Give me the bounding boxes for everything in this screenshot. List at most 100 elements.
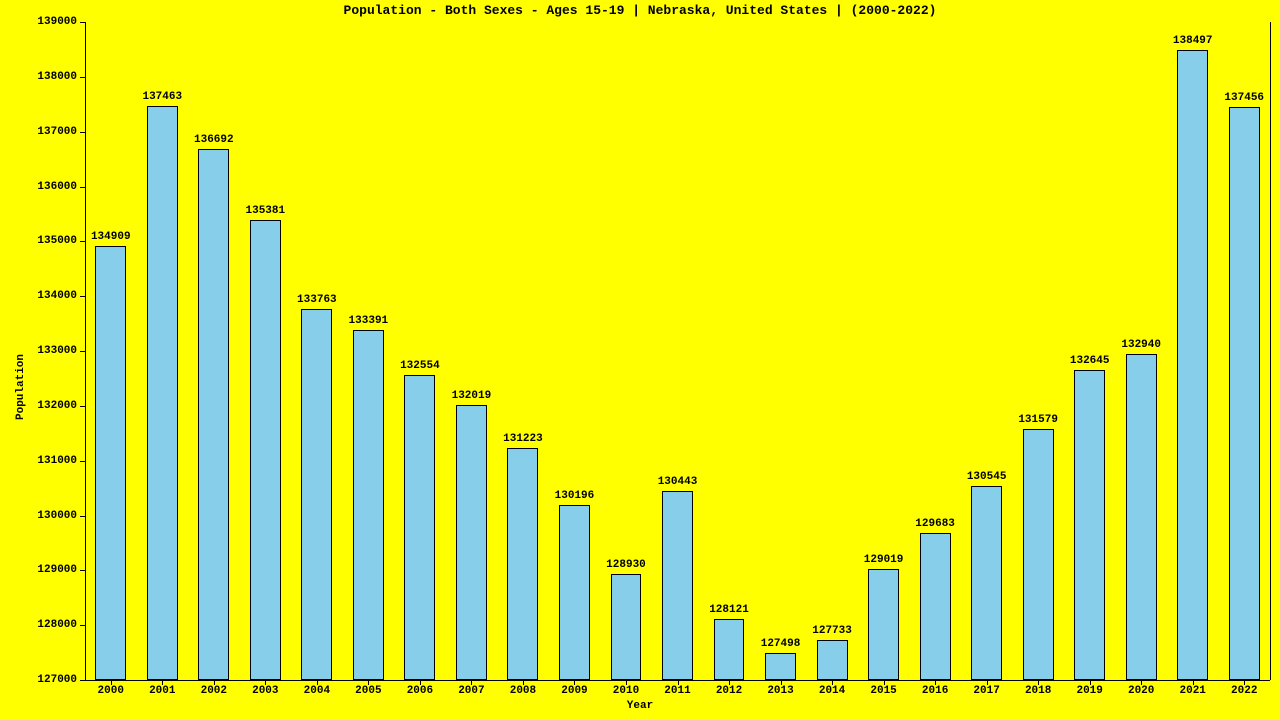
y-tick-label: 128000 [0, 619, 77, 631]
bar [714, 619, 745, 680]
bar-value-label: 132554 [400, 360, 440, 372]
bar-value-label: 131223 [503, 433, 543, 445]
bar-value-label: 133391 [349, 315, 389, 327]
bar [95, 246, 126, 680]
bar-value-label: 132019 [452, 390, 492, 402]
bar-value-label: 133763 [297, 294, 337, 306]
bar-value-label: 132940 [1121, 339, 1161, 351]
bar-value-label: 138497 [1173, 35, 1213, 47]
x-tick-label: 2021 [1180, 685, 1206, 697]
bar-value-label: 135381 [246, 205, 286, 217]
bar-value-label: 128930 [606, 559, 646, 571]
y-tick-label: 129000 [0, 564, 77, 576]
y-tick-mark [80, 77, 85, 78]
bar [198, 149, 229, 680]
bar [456, 405, 487, 680]
x-tick-label: 2007 [458, 685, 484, 697]
x-tick-label: 2008 [510, 685, 536, 697]
bar-value-label: 131579 [1018, 414, 1058, 426]
y-tick-label: 134000 [0, 290, 77, 302]
x-axis-title: Year [0, 700, 1280, 712]
bar-value-label: 130443 [658, 476, 698, 488]
bar [1177, 50, 1208, 680]
bar-value-label: 137463 [142, 91, 182, 103]
y-tick-mark [80, 570, 85, 571]
bar-value-label: 130196 [555, 490, 595, 502]
bar-value-label: 132645 [1070, 355, 1110, 367]
bar [611, 574, 642, 680]
y-tick-label: 132000 [0, 400, 77, 412]
x-tick-label: 2015 [870, 685, 896, 697]
bar [1023, 429, 1054, 680]
x-tick-label: 2004 [304, 685, 330, 697]
x-tick-label: 2014 [819, 685, 845, 697]
y-tick-mark [80, 461, 85, 462]
bar [301, 309, 332, 680]
bar-value-label: 134909 [91, 231, 131, 243]
bar-value-label: 127733 [812, 625, 852, 637]
x-tick-label: 2005 [355, 685, 381, 697]
bar [920, 533, 951, 680]
bar [1074, 370, 1105, 680]
bar-value-label: 129683 [915, 518, 955, 530]
chart-title: Population - Both Sexes - Ages 15-19 | N… [0, 3, 1280, 18]
bar [1126, 354, 1157, 680]
bar-value-label: 128121 [709, 604, 749, 616]
y-tick-mark [80, 406, 85, 407]
bar-value-label: 136692 [194, 134, 234, 146]
x-tick-label: 2022 [1231, 685, 1257, 697]
y-axis-line-right [1270, 22, 1271, 680]
y-tick-mark [80, 351, 85, 352]
x-tick-label: 2006 [407, 685, 433, 697]
bar [147, 106, 178, 680]
bar [559, 505, 590, 680]
bar [662, 491, 693, 680]
bar [250, 220, 281, 680]
y-tick-label: 127000 [0, 674, 77, 686]
x-tick-label: 2002 [201, 685, 227, 697]
bar [1229, 107, 1260, 680]
y-tick-label: 137000 [0, 126, 77, 138]
x-tick-label: 2020 [1128, 685, 1154, 697]
population-bar-chart: Population - Both Sexes - Ages 15-19 | N… [0, 0, 1280, 720]
x-tick-label: 2011 [664, 685, 690, 697]
x-tick-label: 2013 [767, 685, 793, 697]
x-tick-label: 2012 [716, 685, 742, 697]
x-tick-label: 2009 [561, 685, 587, 697]
y-tick-label: 138000 [0, 71, 77, 83]
y-tick-label: 130000 [0, 510, 77, 522]
y-tick-mark [80, 241, 85, 242]
bar-value-label: 130545 [967, 471, 1007, 483]
bar-value-label: 137456 [1224, 92, 1264, 104]
y-tick-label: 135000 [0, 235, 77, 247]
x-tick-label: 2018 [1025, 685, 1051, 697]
y-tick-mark [80, 296, 85, 297]
y-tick-mark [80, 680, 85, 681]
y-tick-mark [80, 516, 85, 517]
bar [765, 653, 796, 680]
bar [404, 375, 435, 680]
bar [868, 569, 899, 680]
x-tick-label: 2000 [98, 685, 124, 697]
bar-value-label: 127498 [761, 638, 801, 650]
bar [817, 640, 848, 680]
y-tick-label: 136000 [0, 181, 77, 193]
x-tick-label: 2010 [613, 685, 639, 697]
bar-value-label: 129019 [864, 554, 904, 566]
x-tick-label: 2016 [922, 685, 948, 697]
x-tick-label: 2019 [1076, 685, 1102, 697]
bar [353, 330, 384, 680]
bar [971, 486, 1002, 680]
y-tick-label: 133000 [0, 345, 77, 357]
x-tick-label: 2001 [149, 685, 175, 697]
y-tick-mark [80, 22, 85, 23]
y-tick-mark [80, 132, 85, 133]
bar [507, 448, 538, 680]
y-tick-mark [80, 625, 85, 626]
x-tick-label: 2017 [973, 685, 999, 697]
x-tick-label: 2003 [252, 685, 278, 697]
y-tick-mark [80, 187, 85, 188]
y-tick-label: 139000 [0, 16, 77, 28]
y-tick-label: 131000 [0, 455, 77, 467]
y-axis-line [85, 22, 86, 680]
